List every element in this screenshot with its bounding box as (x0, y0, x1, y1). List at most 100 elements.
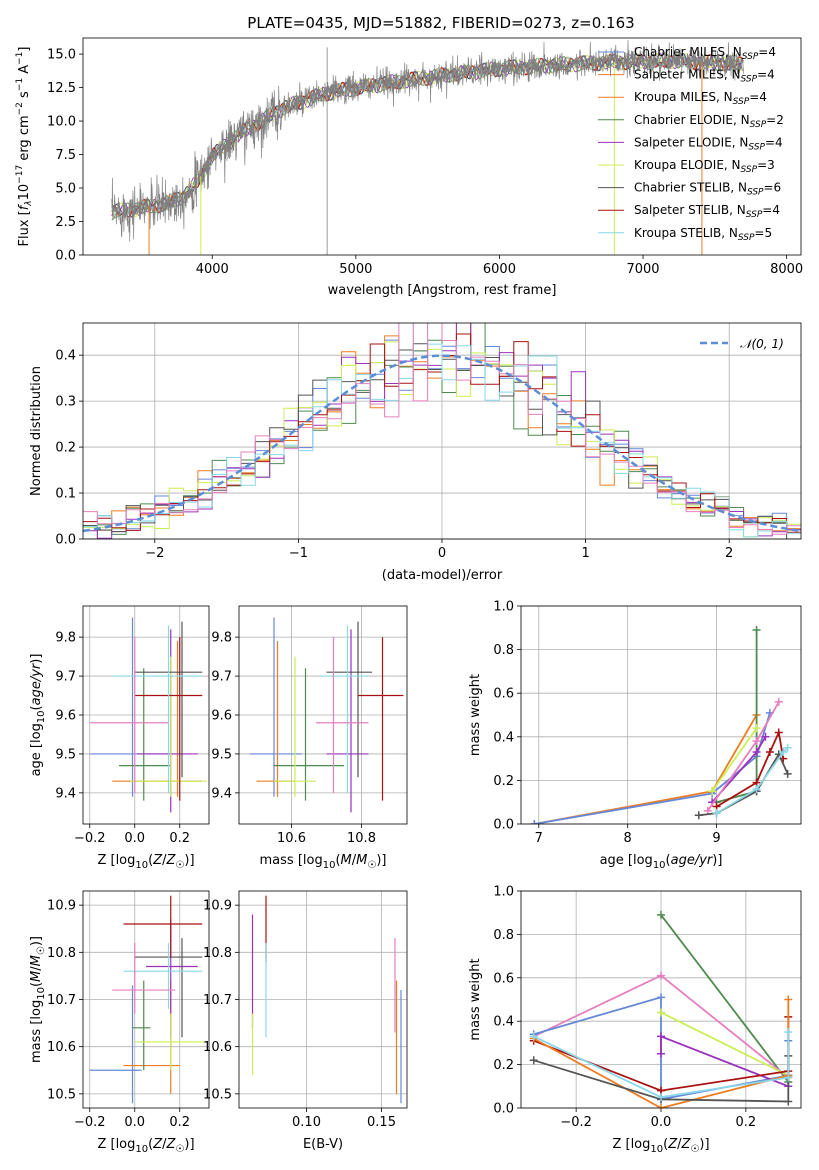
x-tick-label: 5000 (339, 262, 372, 277)
x-tick-label: 0.15 (367, 1115, 396, 1130)
legend-entry: Salpeter ELODIE, NSSP=4 (634, 135, 783, 152)
mass-weight-line (534, 714, 758, 824)
mass_vs_Z-axes: −0.2 0.0 0.2 10.5 10.6 10.7 10.8 10.9 Z [log10(Z… (29, 890, 210, 1155)
x-tick-label: 9 (712, 831, 720, 846)
y-tick-label: 9.5 (211, 747, 232, 762)
legend-entry: Chabrier ELODIE, NSSP=2 (634, 113, 784, 130)
y-tick-label: 0.0 (55, 249, 76, 264)
x-tick-label: 1 (581, 546, 589, 561)
figure-title: PLATE=0435, MJD=51882, FIBERID=0273, z=0… (247, 14, 634, 32)
mass-weight-line (711, 727, 758, 792)
y-tick-label: 9.4 (55, 786, 76, 801)
x-tick-label: 0.0 (124, 1115, 145, 1130)
y-tick-label: 9.8 (55, 631, 76, 646)
observed-spectrum-line (111, 40, 744, 242)
mass_weight_vs_Z-plot-area (529, 910, 793, 1108)
mass-weight-marker (657, 1104, 665, 1108)
histogram-step-line (83, 323, 801, 538)
mass-weight-marker (657, 1093, 665, 1102)
age_vs_Z-plot-area (89, 617, 207, 813)
x-tick-label: 8 (624, 831, 632, 846)
mass-weight-marker (657, 910, 665, 919)
mass_vs_ebv-plot-area (251, 895, 402, 1104)
mass-weight-line (660, 914, 790, 1083)
mass_weight_vs_Z-x-label: Z [log10(Z/Z☉)] (612, 1137, 709, 1155)
y-tick-label: 9.5 (55, 747, 76, 762)
y-tick-label: 10.7 (47, 993, 76, 1008)
residuals-plot-area (83, 323, 801, 539)
y-tick-label: 0.4 (55, 349, 76, 364)
mass_weight_vs_age-y-label: mass weight (468, 674, 483, 756)
x-tick-label: 0.2 (169, 1115, 190, 1130)
mass_weight_vs_age-axes: 7 8 9 0.0 0.2 0.4 0.6 0.8 1.0 age [log10(age/yr)]… (468, 600, 802, 871)
spectrum-legend: Chabrier MILES, NSSP=4 Salpeter MILES, NS… (598, 45, 784, 243)
y-tick-label: 10.6 (203, 1040, 232, 1055)
x-tick-label: 0.2 (169, 831, 190, 846)
spectrum-frame (82, 37, 802, 256)
y-tick-label: 10.9 (47, 899, 76, 914)
mass-weight-marker (712, 809, 721, 818)
x-tick-label: 0.0 (124, 831, 145, 846)
mass-weight-line (533, 1032, 790, 1099)
legend-entry: 𝒩(0, 1) (740, 337, 784, 351)
y-tick-label: 1.0 (493, 885, 514, 900)
mass-weight-marker (761, 732, 770, 741)
residuals-y-label: Normed distribution (29, 366, 44, 496)
mass-weight-marker (783, 743, 792, 752)
mass-weight-marker (657, 971, 665, 980)
age_vs_mass-x-label: mass [log10(M/M☉)] (260, 853, 387, 871)
y-tick-label: 12.5 (47, 81, 76, 96)
mass-weight-marker (774, 728, 783, 737)
spectrum-y-label: Flux [fλ10−17 erg cm−2 s−1 A−1] (15, 47, 34, 247)
y-tick-label: 10.5 (203, 1087, 232, 1102)
y-tick-label: 10.0 (47, 115, 76, 130)
mass-weight-marker (784, 995, 793, 1004)
mass-weight-marker (752, 748, 761, 757)
y-tick-label: 0.2 (493, 1058, 514, 1073)
x-tick-label: 4000 (196, 262, 229, 277)
legend-entry: Chabrier MILES, NSSP=4 (634, 45, 776, 62)
x-tick-label: 0.0 (651, 1115, 672, 1130)
y-tick-label: 10.7 (203, 993, 232, 1008)
x-tick-label: 7000 (626, 262, 659, 277)
y-tick-label: 0.3 (55, 395, 76, 410)
age_vs_mass-axes: 10.6 10.8 9.4 9.5 9.6 9.7 9.8 mass [log10(M/M☉)… (211, 605, 408, 871)
x-tick-label: −0.2 (74, 831, 106, 846)
residuals-legend: 𝒩(0, 1) (700, 337, 784, 351)
y-tick-label: 9.4 (211, 786, 232, 801)
y-tick-label: 1.0 (493, 600, 514, 615)
mass-weight-marker (708, 787, 717, 796)
normal-curve-line (83, 354, 799, 533)
mass-weight-marker (752, 785, 761, 794)
x-tick-label: 0.2 (736, 1115, 757, 1130)
mass_weight_vs_Z-axes: −0.2 0.0 0.2 0.0 0.2 0.4 0.6 0.8 1.0 Z [log10(Z/Z… (468, 885, 802, 1155)
mass-weight-line (534, 712, 771, 824)
y-tick-label: 0.8 (493, 928, 514, 943)
mass-weight-marker (752, 724, 761, 733)
mass_weight_vs_age-x-label: age [log10(age/yr)] (600, 853, 723, 871)
y-tick-label: 0.6 (493, 971, 514, 986)
x-tick-label: −0.2 (74, 1115, 106, 1130)
x-tick-label: −0.2 (560, 1115, 592, 1130)
y-tick-label: 7.5 (55, 148, 76, 163)
y-tick-label: 9.6 (211, 709, 232, 724)
legend-entry: Kroupa STELIB, NSSP=5 (634, 226, 772, 243)
spectrum-x-label: wavelength [Angstrom, rest frame] (328, 283, 557, 298)
x-tick-label: 7 (535, 831, 543, 846)
residuals-x-label: (data-model)/error (382, 568, 503, 583)
y-tick-label: 9.8 (211, 631, 232, 646)
y-tick-label: 9.7 (211, 670, 232, 685)
y-tick-label: 0.2 (55, 441, 76, 456)
x-tick-label: 6000 (483, 262, 516, 277)
mass-weight-marker (657, 993, 665, 1002)
y-tick-label: 0.4 (493, 730, 514, 745)
legend-entry: Salpeter STELIB, NSSP=4 (634, 203, 780, 220)
mass_weight_vs_age-frame (520, 605, 802, 825)
y-tick-label: 0.4 (493, 1015, 514, 1030)
mass-weight-marker (657, 1049, 665, 1058)
age_vs_Z-axes: −0.2 0.0 0.2 9.4 9.5 9.6 9.7 9.8 Z [log10(Z/Z☉)]… (29, 605, 210, 871)
y-tick-label: 0.6 (493, 687, 514, 702)
residuals-axes: −2 −1 0 1 2 0.0 0.1 0.2 0.3 0.4 𝒩(0, 1) (data-model… (29, 322, 802, 583)
mass-weight-marker (784, 1073, 793, 1082)
